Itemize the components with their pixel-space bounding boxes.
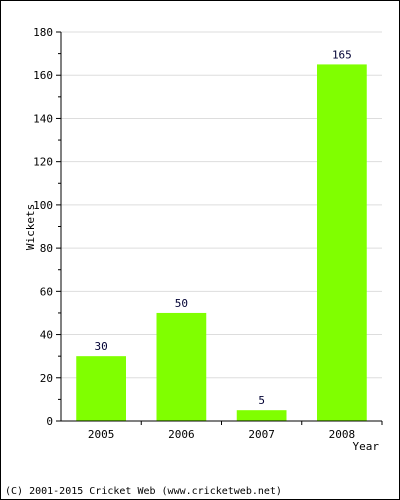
x-tick-label: 2008 [329, 428, 356, 441]
y-tick-label: 100 [33, 199, 53, 212]
axes [56, 31, 383, 425]
bar-2007 [236, 410, 287, 421]
x-tick-label: 2007 [248, 428, 275, 441]
y-tick-label: 140 [33, 112, 53, 125]
y-tick-label: 40 [40, 329, 53, 342]
y-tick-label: 20 [40, 372, 53, 385]
bar-2008 [316, 64, 367, 421]
x-tick-label: 2005 [88, 428, 115, 441]
y-tick-label: 180 [33, 26, 53, 39]
data-label: 50 [175, 297, 188, 310]
y-tick-label: 120 [33, 156, 53, 169]
y-tick-label: 160 [33, 69, 53, 82]
y-tick-label: 80 [40, 242, 53, 255]
gridlines [61, 31, 382, 379]
x-tick-label: 2006 [168, 428, 195, 441]
x-axis-title: Year [353, 440, 380, 453]
y-axis-title: Wickets [24, 204, 37, 250]
copyright-footer: (C) 2001-2015 Cricket Web (www.cricketwe… [5, 486, 282, 497]
bar-2006 [156, 312, 207, 421]
labels: 0 20 40 60 80 100 120 140 160 180 30 2005 50 2006 5 200… [33, 26, 355, 441]
y-tick-label: 0 [46, 415, 53, 428]
data-label: 165 [332, 48, 352, 61]
bar-chart: 0 20 40 60 80 100 120 140 160 180 30 2005 50 2006 5 200… [24, 26, 383, 453]
y-tick-label: 60 [40, 285, 53, 298]
data-label: 5 [258, 394, 265, 407]
bars [76, 64, 367, 421]
data-label: 30 [95, 340, 108, 353]
bar-2005 [76, 356, 127, 421]
